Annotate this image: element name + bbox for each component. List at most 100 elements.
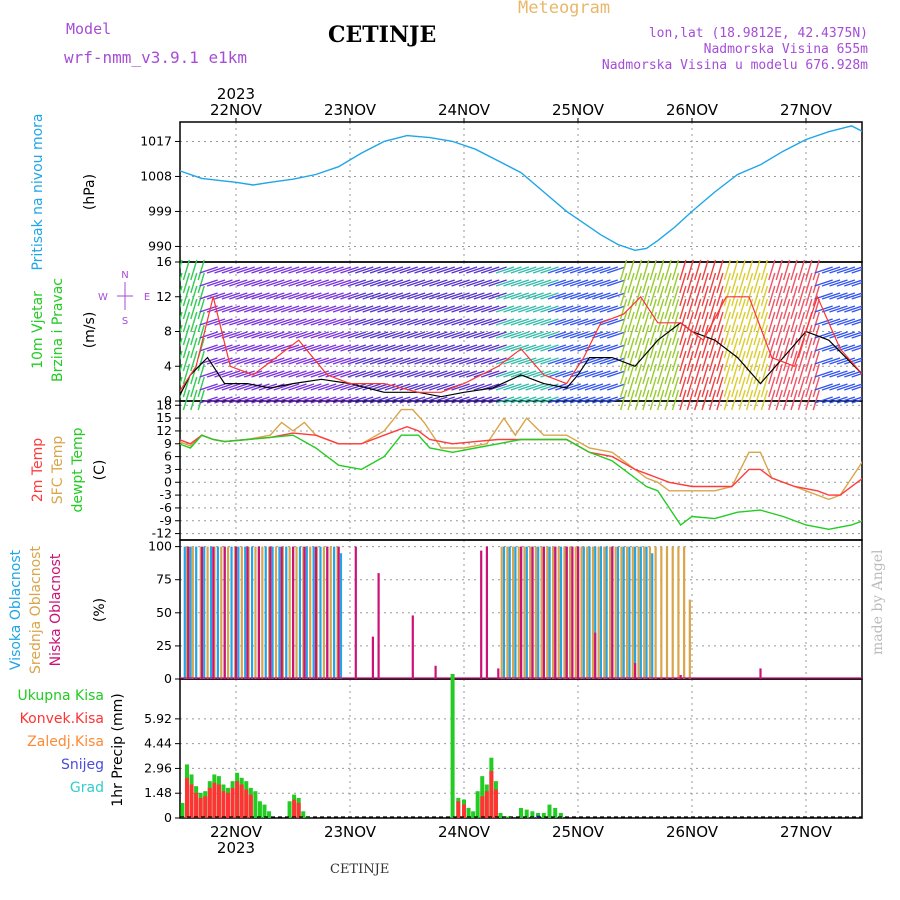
wind-barb <box>642 350 650 372</box>
wind-barb <box>708 272 717 294</box>
wind-barb <box>317 383 337 391</box>
precip-bar <box>198 797 203 818</box>
wind-barb <box>627 311 635 333</box>
wind-barb <box>251 279 270 287</box>
precip-bar <box>216 784 221 818</box>
wind-barb <box>347 331 367 339</box>
wind-barb <box>273 318 292 326</box>
wind-barb <box>317 305 337 313</box>
wind-barb <box>182 324 191 346</box>
y-tick-label: 5.92 <box>144 711 172 726</box>
wind-barb <box>723 285 732 307</box>
wind-barb <box>745 324 754 346</box>
cloud-bar <box>377 573 380 679</box>
wind-barb <box>190 376 198 398</box>
wind-barb <box>369 396 389 404</box>
wind-barb <box>562 331 581 339</box>
cloud-bar <box>534 546 538 679</box>
wind-barb <box>340 266 359 274</box>
wind-barb <box>745 311 754 333</box>
wind-barb <box>790 272 798 294</box>
wind-barb <box>406 357 426 365</box>
cloud-bar <box>497 668 500 679</box>
wind-barb <box>686 259 694 281</box>
wind-barb <box>214 370 233 378</box>
wind-barb <box>466 331 485 339</box>
cloud-bar <box>298 546 302 679</box>
wind-label-1: 10m Vjetar <box>30 291 46 369</box>
wind-barb <box>547 396 567 404</box>
wind-barb <box>716 376 724 398</box>
wind-barb <box>592 383 611 391</box>
wind-barb <box>606 370 626 378</box>
wind-barb <box>797 259 806 281</box>
wind-barb <box>377 383 396 391</box>
wind-barb <box>797 324 806 346</box>
wind-barb <box>406 344 426 352</box>
wind-barb <box>701 363 709 385</box>
wind-barb <box>406 370 426 378</box>
wind-barb <box>362 279 381 287</box>
wind-barb <box>473 331 493 339</box>
wind-barb <box>414 279 433 287</box>
wind-barb <box>280 292 300 300</box>
wind-barb <box>679 285 687 307</box>
wind-barb <box>436 318 455 326</box>
wind-barb <box>303 331 322 339</box>
cloud-bar <box>203 546 206 679</box>
wind-barb <box>731 259 739 281</box>
wind-barb <box>701 376 709 398</box>
wind-barb <box>362 305 381 313</box>
wind-barb <box>694 311 702 333</box>
wind-barb <box>584 331 604 339</box>
wind-barb <box>399 292 418 300</box>
precip-bar <box>541 812 546 818</box>
wind-barb <box>503 279 522 287</box>
precip-legend-item: Zaledj.Kisa <box>27 734 104 750</box>
wind-barb <box>656 337 665 359</box>
wind-barb <box>347 266 367 274</box>
wind-barb <box>436 357 455 365</box>
wind-barb <box>836 318 856 326</box>
wind-barb <box>221 318 241 326</box>
cloud-bar <box>688 599 691 679</box>
wind-barb <box>634 376 643 398</box>
wind-barb <box>443 279 463 287</box>
wind-barb <box>266 344 285 352</box>
wind-barb <box>466 370 485 378</box>
wind-barb <box>851 307 862 313</box>
wind-barb <box>317 266 337 274</box>
wind-barb <box>731 389 739 411</box>
cloud-bar <box>246 546 249 679</box>
wind-barb <box>199 344 218 352</box>
wind-barb <box>190 285 198 307</box>
wind-barb <box>836 396 856 404</box>
wind-barb <box>340 396 359 404</box>
y-tick-label: 990 <box>148 238 172 253</box>
wind-barb <box>525 357 544 365</box>
wind-barb <box>295 292 315 300</box>
wind-barb <box>599 370 619 378</box>
wind-barb <box>369 331 389 339</box>
wind-barb <box>429 344 448 352</box>
precip-bar <box>287 801 292 818</box>
wind-barb <box>214 396 233 404</box>
precip-bar <box>235 781 240 818</box>
wind-barb <box>606 383 626 391</box>
wind-barb <box>421 396 441 404</box>
wind-barb <box>562 383 581 391</box>
wind-barb <box>510 292 530 300</box>
wind-barb <box>221 396 241 404</box>
wind-barb <box>540 279 559 287</box>
precip-bar <box>498 812 503 818</box>
precip-bar <box>489 771 494 818</box>
wind-barb <box>753 324 761 346</box>
wind-barb <box>229 292 248 300</box>
wind-barb <box>436 370 455 378</box>
compass-letter: E <box>144 292 150 303</box>
wind-barb <box>760 324 769 346</box>
wind-barb <box>619 324 628 346</box>
wind-barb <box>805 285 813 307</box>
wind-barb <box>266 266 285 274</box>
